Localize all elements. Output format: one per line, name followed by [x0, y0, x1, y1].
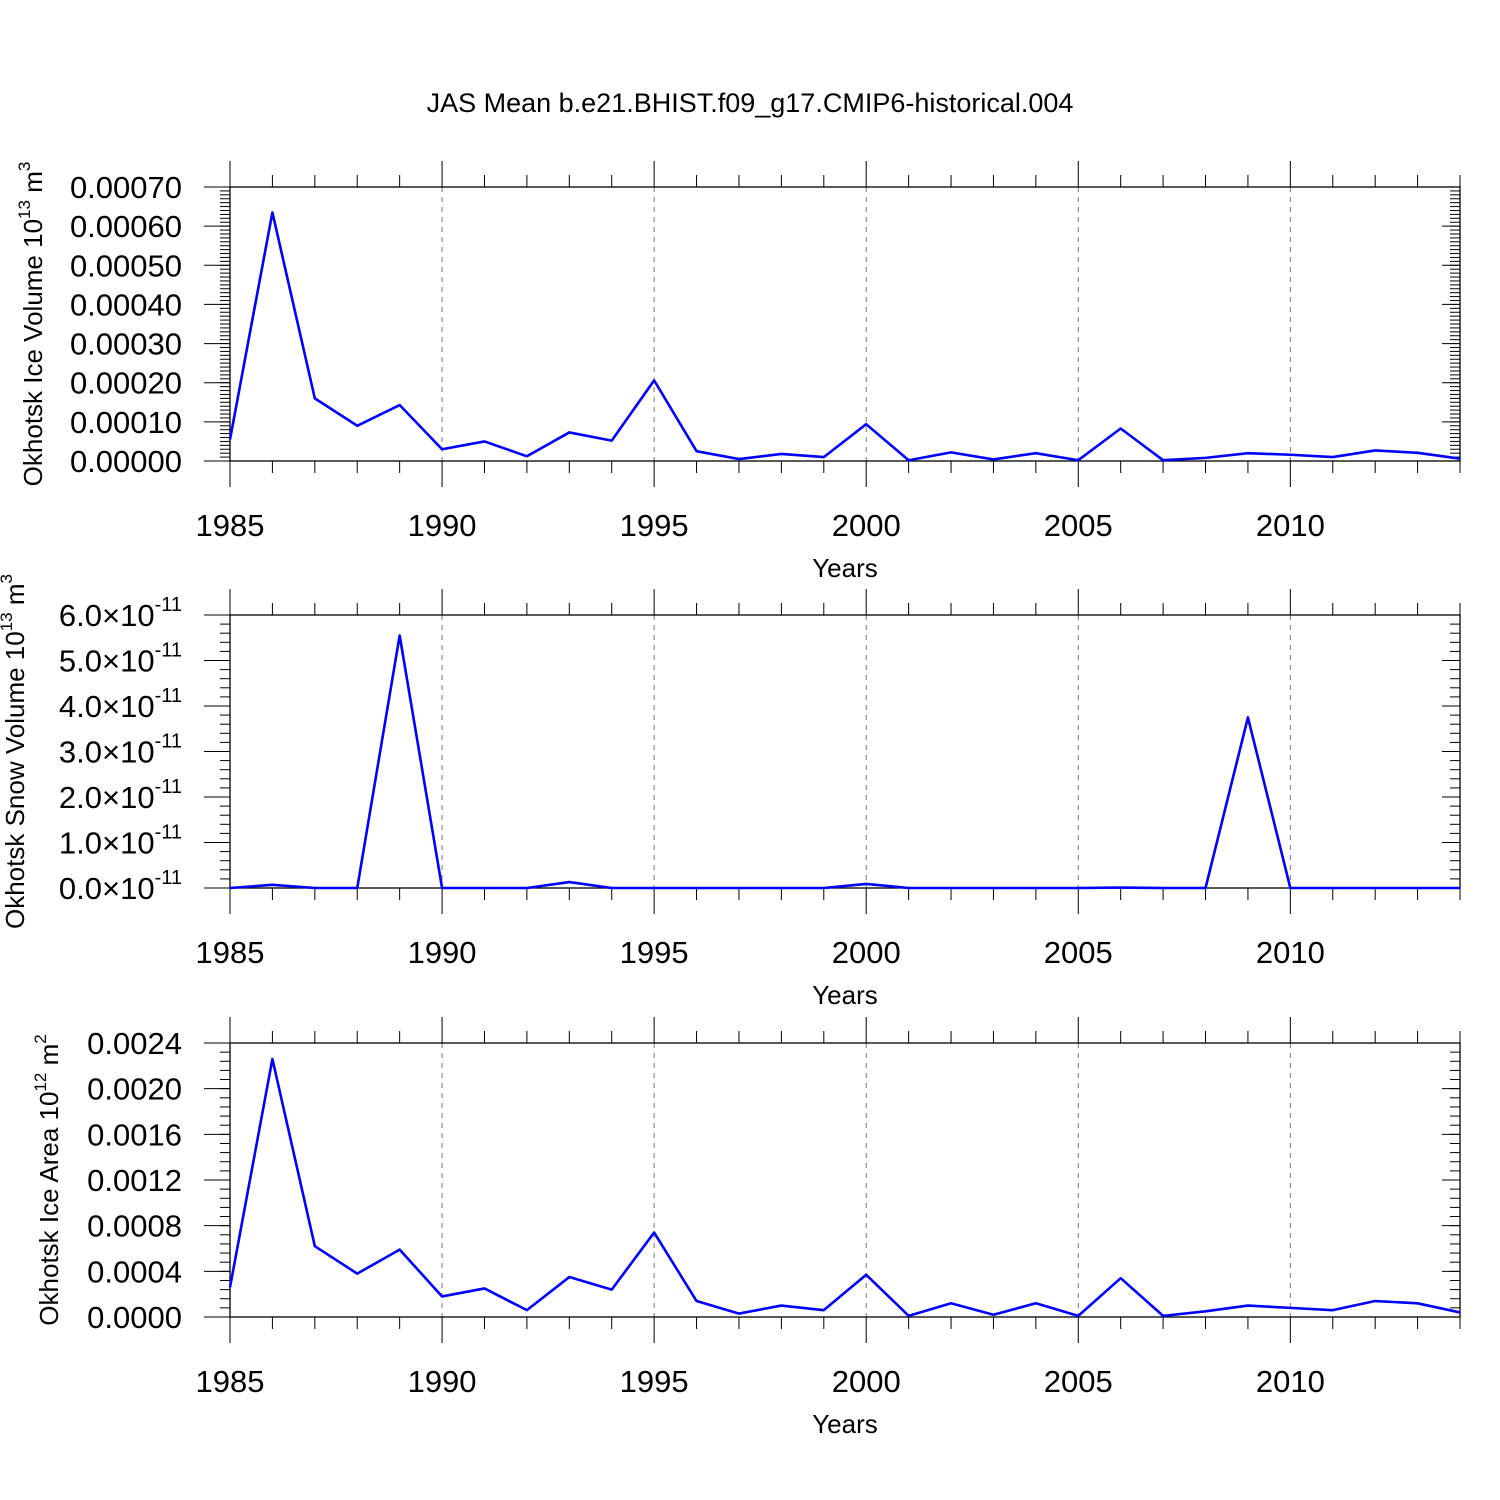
- y-tick-label: 0.0012: [87, 1163, 182, 1198]
- plot-frame: [229, 614, 1461, 889]
- x-tick-label: 1995: [620, 935, 689, 970]
- x-tick-label: 2000: [832, 1364, 901, 1399]
- x-tick-label: 2010: [1256, 1364, 1325, 1399]
- y-tick-label: 0.0×10-11: [59, 867, 182, 906]
- x-tick-label: 2010: [1256, 508, 1325, 543]
- x-tick-label: 2010: [1256, 935, 1325, 970]
- y-axis-label: Okhotsk Snow Volume 1013 m3: [0, 574, 30, 929]
- figure-title: JAS Mean b.e21.BHIST.f09_g17.CMIP6-histo…: [427, 88, 1074, 118]
- x-tick-label: 2000: [832, 935, 901, 970]
- x-axis-label: Years: [812, 1409, 878, 1439]
- chart-panel-2: 0.0×10-11 1.0×10-11 2.0×10-11 3.0×10-11 4.0×…: [0, 574, 1461, 1010]
- chart-panel-1: 0.00000 0.00010 0.00020 0.00030 0.00040 0.000…: [15, 161, 1461, 583]
- series-line: [229, 634, 1460, 890]
- plot-frame: [229, 1042, 1461, 1318]
- x-tick-label: 2000: [832, 508, 901, 543]
- y-tick-label: 0.00070: [70, 170, 182, 205]
- y-axis-label: Okhotsk Ice Area 1012 m2: [31, 1034, 64, 1325]
- y-tick-label: 0.00050: [70, 248, 182, 283]
- x-tick-label: 1985: [196, 935, 265, 970]
- y-tick-label: 0.00000: [70, 444, 182, 479]
- x-tick-label: 1995: [620, 1364, 689, 1399]
- y-tick-label: 0.00060: [70, 209, 182, 244]
- y-axis-label: Okhotsk Ice Volume 1013 m3: [15, 162, 48, 487]
- y-tick-label: 0.0016: [87, 1117, 182, 1152]
- y-tick-label: 5.0×10-11: [59, 640, 182, 679]
- y-tick-label: 0.0020: [87, 1072, 182, 1107]
- x-axis-label: Years: [812, 980, 878, 1010]
- y-tick-label: 0.00010: [70, 405, 182, 440]
- series-line: [228, 1057, 1461, 1318]
- x-tick-label: 1990: [408, 935, 477, 970]
- y-tick-label: 3.0×10-11: [59, 731, 182, 770]
- y-tick-label: 0.00020: [70, 366, 182, 401]
- y-tick-label: 0.0000: [87, 1300, 182, 1335]
- series-line: [228, 211, 1461, 462]
- x-tick-label: 1990: [408, 508, 477, 543]
- x-axis-label: Years: [812, 553, 878, 583]
- x-tick-label: 1985: [196, 1364, 265, 1399]
- y-tick-label: 0.0004: [87, 1254, 182, 1289]
- x-tick-label: 1990: [408, 1364, 477, 1399]
- y-tick-label: 6.0×10-11: [59, 594, 182, 633]
- y-tick-label: 0.00040: [70, 287, 182, 322]
- x-tick-label: 2005: [1044, 1364, 1113, 1399]
- y-tick-label: 0.00030: [70, 327, 182, 362]
- x-tick-label: 1995: [620, 508, 689, 543]
- x-tick-label: 2005: [1044, 508, 1113, 543]
- y-tick-label: 1.0×10-11: [59, 822, 182, 861]
- x-tick-label: 1985: [196, 508, 265, 543]
- chart-panel-3: 0.0000 0.0004 0.0008 0.0012 0.0016 0.0020 0.00…: [31, 1017, 1461, 1439]
- y-tick-label: 2.0×10-11: [59, 776, 182, 815]
- y-tick-label: 0.0008: [87, 1209, 182, 1244]
- y-tick-label: 0.0024: [87, 1026, 182, 1061]
- y-tick-label: 4.0×10-11: [59, 685, 182, 724]
- x-tick-label: 2005: [1044, 935, 1113, 970]
